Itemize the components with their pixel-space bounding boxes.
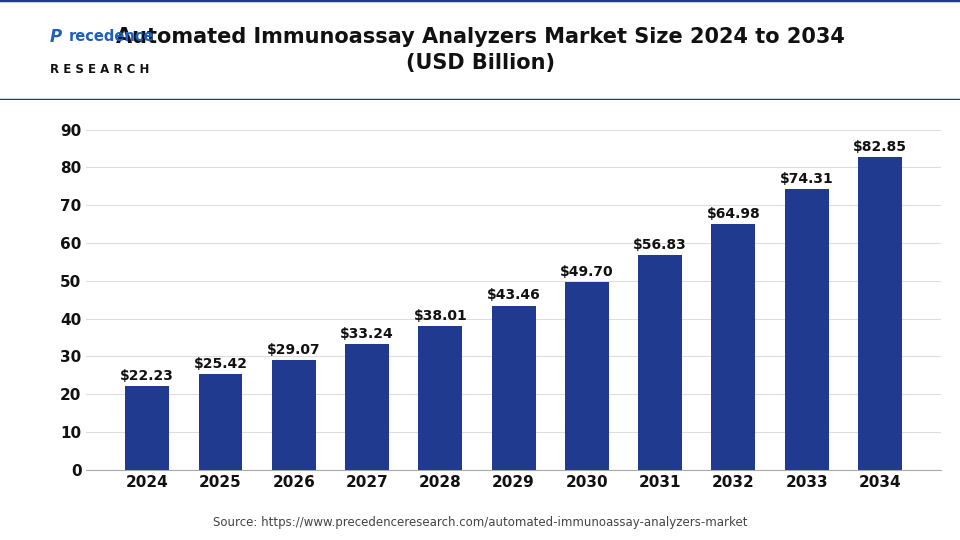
Text: $49.70: $49.70 bbox=[560, 265, 613, 279]
Text: $25.42: $25.42 bbox=[194, 357, 248, 370]
Bar bbox=[419, 326, 463, 470]
Text: R E S E A R C H: R E S E A R C H bbox=[50, 63, 150, 77]
Text: P: P bbox=[50, 28, 62, 46]
Text: $43.46: $43.46 bbox=[487, 288, 540, 302]
Bar bbox=[711, 224, 756, 470]
Bar bbox=[784, 189, 828, 470]
Text: $38.01: $38.01 bbox=[414, 309, 468, 323]
Bar bbox=[492, 306, 536, 470]
Bar bbox=[272, 360, 316, 470]
Text: $29.07: $29.07 bbox=[267, 343, 321, 357]
Bar bbox=[564, 282, 609, 470]
Bar bbox=[638, 255, 683, 470]
Text: $82.85: $82.85 bbox=[853, 140, 907, 153]
Text: $64.98: $64.98 bbox=[707, 207, 760, 221]
Bar bbox=[858, 157, 902, 470]
Bar bbox=[199, 374, 243, 470]
Text: $74.31: $74.31 bbox=[780, 172, 833, 186]
Text: $33.24: $33.24 bbox=[340, 327, 394, 341]
Text: recedence: recedence bbox=[69, 30, 155, 44]
Bar bbox=[345, 344, 389, 470]
Text: Automated Immunoassay Analyzers Market Size 2024 to 2034
(USD Billion): Automated Immunoassay Analyzers Market S… bbox=[115, 27, 845, 73]
Bar bbox=[125, 386, 169, 470]
Text: $22.23: $22.23 bbox=[120, 369, 174, 383]
Text: Source: https://www.precedenceresearch.com/automated-immunoassay-analyzers-marke: Source: https://www.precedenceresearch.c… bbox=[213, 516, 747, 529]
Text: $56.83: $56.83 bbox=[634, 238, 687, 252]
